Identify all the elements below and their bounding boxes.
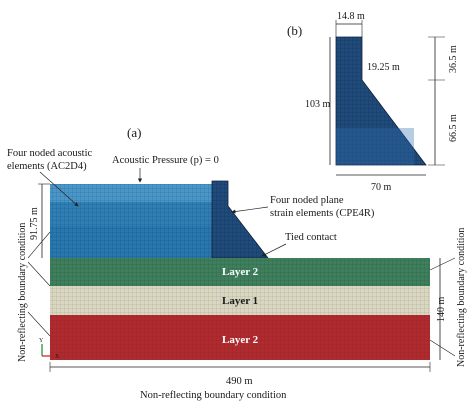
panel-a-label: (a) xyxy=(127,125,141,140)
water-depth-label: 91.75 m xyxy=(29,207,40,240)
right-boundary-label: Non-reflecting boundary condition xyxy=(456,228,467,367)
dam-height-label: 103 m xyxy=(305,99,331,110)
axes-triad-icon: Y X xyxy=(39,338,60,360)
foundation-width-label: 490 m xyxy=(226,376,253,387)
bottom-boundary-label: Non-reflecting boundary condition xyxy=(140,390,287,401)
tied-contact-label: Tied contact xyxy=(285,232,337,243)
panel-b: (b) 14.8 m 19.25 m 103 m 36.5 m 66.5 m 7… xyxy=(287,11,459,193)
crest-width-label: 14.8 m xyxy=(337,11,365,22)
axis-x-label: X xyxy=(55,354,60,360)
panel-a: (a) Layer 2 Layer 1 Layer 2 Four noded a… xyxy=(7,125,467,401)
layer-2-bottom-label: Layer 2 xyxy=(222,334,259,346)
left-boundary-label: Non-reflecting boundary condition xyxy=(17,223,28,362)
base-width-label: 70 m xyxy=(371,182,392,193)
acoustic-elements-label-1: Four noded acoustic xyxy=(7,148,92,159)
plane-strain-label-2: strain elements (CPE4R) xyxy=(270,208,375,219)
axis-y-label: Y xyxy=(39,338,44,344)
panel-b-label: (b) xyxy=(287,23,302,38)
upper-height-label: 36.5 m xyxy=(448,45,459,73)
plane-strain-label-1: Four noded plane xyxy=(270,195,344,206)
lower-height-label: 66.5 m xyxy=(448,114,459,142)
acoustic-elements-label-2: elements (AC2D4) xyxy=(7,161,87,172)
foundation-depth-label: 140 m xyxy=(436,297,447,323)
upper-slope-label: 19.25 m xyxy=(367,62,400,73)
layer-2-top-label: Layer 2 xyxy=(222,266,259,278)
acoustic-pressure-label: Acoustic Pressure (p) = 0 xyxy=(112,155,219,166)
layer-1-label: Layer 1 xyxy=(222,295,258,307)
